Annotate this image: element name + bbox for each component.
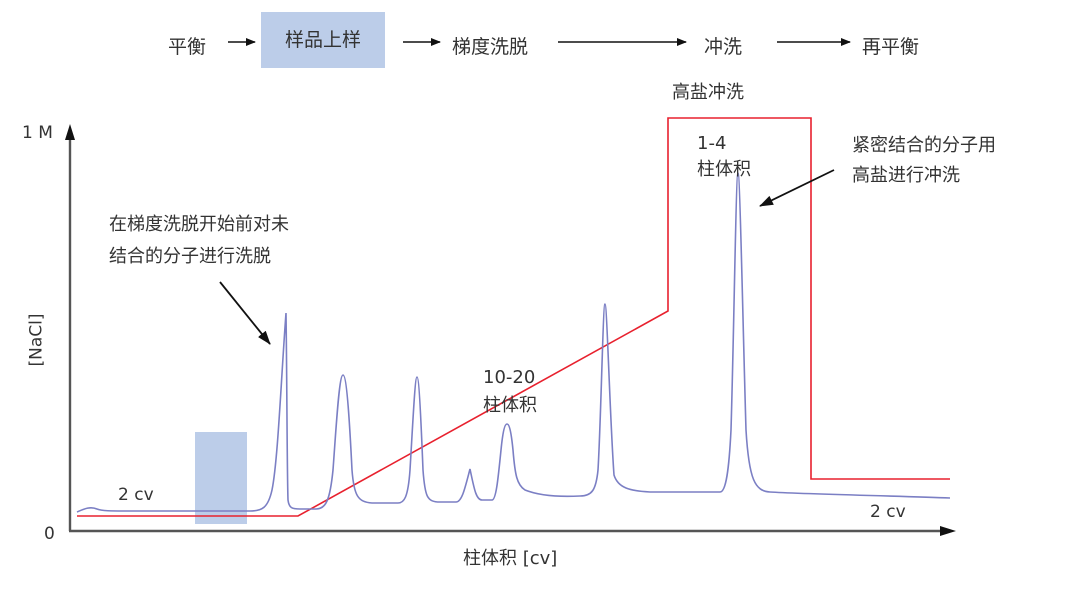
unbound-elution-line2: 结合的分子进行洗脱 — [109, 246, 271, 267]
y-axis-title: [NaCl] — [26, 313, 47, 367]
y-axis-top-label: 1 M — [22, 123, 53, 143]
high-salt-wash-label: 高盐冲洗 — [672, 82, 744, 103]
tight-binding-arrow-icon — [759, 169, 835, 207]
chromatogram-trace — [76, 172, 951, 513]
x-axis-arrow-icon — [940, 526, 956, 536]
gradient-volume-line1: 10-20 — [483, 367, 536, 388]
axes — [65, 124, 956, 536]
x-axis-title: 柱体积 [cv] — [463, 548, 558, 569]
reequilibration-cv-label: 2 cv — [870, 502, 906, 522]
workflow-step-equilibration: 平衡 — [168, 36, 207, 58]
wash-volume-line1: 1-4 — [697, 133, 727, 154]
unbound-elution-note: 在梯度洗脱开始前对未 结合的分子进行洗脱 — [109, 212, 289, 270]
gradient-volume-note: 10-20 柱体积 — [483, 364, 537, 420]
workflow-step-gradient-elution: 梯度洗脱 — [452, 36, 529, 58]
wash-volume-note: 1-4 柱体积 — [697, 131, 751, 183]
unbound-elution-line1: 在梯度洗脱开始前对未 — [109, 214, 289, 235]
y-axis-zero-label: 0 — [44, 524, 55, 544]
workflow-step-wash: 冲洗 — [704, 36, 743, 58]
tight-binding-line1: 紧密结合的分子用 — [852, 135, 996, 156]
sample-application-region — [195, 432, 247, 524]
tight-binding-line2: 高盐进行冲洗 — [852, 165, 960, 186]
wash-volume-line2: 柱体积 — [697, 159, 751, 180]
equilibration-cv-label: 2 cv — [118, 485, 154, 505]
workflow-step-sample-application: 样品上样 — [261, 12, 385, 68]
workflow-step-reequilibration: 再平衡 — [862, 36, 920, 58]
unbound-elution-arrow-icon — [219, 281, 271, 345]
tight-binding-note: 紧密结合的分子用 高盐进行冲洗 — [852, 131, 996, 191]
y-axis-arrow-icon — [65, 124, 75, 140]
gradient-volume-line2: 柱体积 — [483, 395, 537, 416]
nacl-gradient-line — [77, 117, 950, 517]
